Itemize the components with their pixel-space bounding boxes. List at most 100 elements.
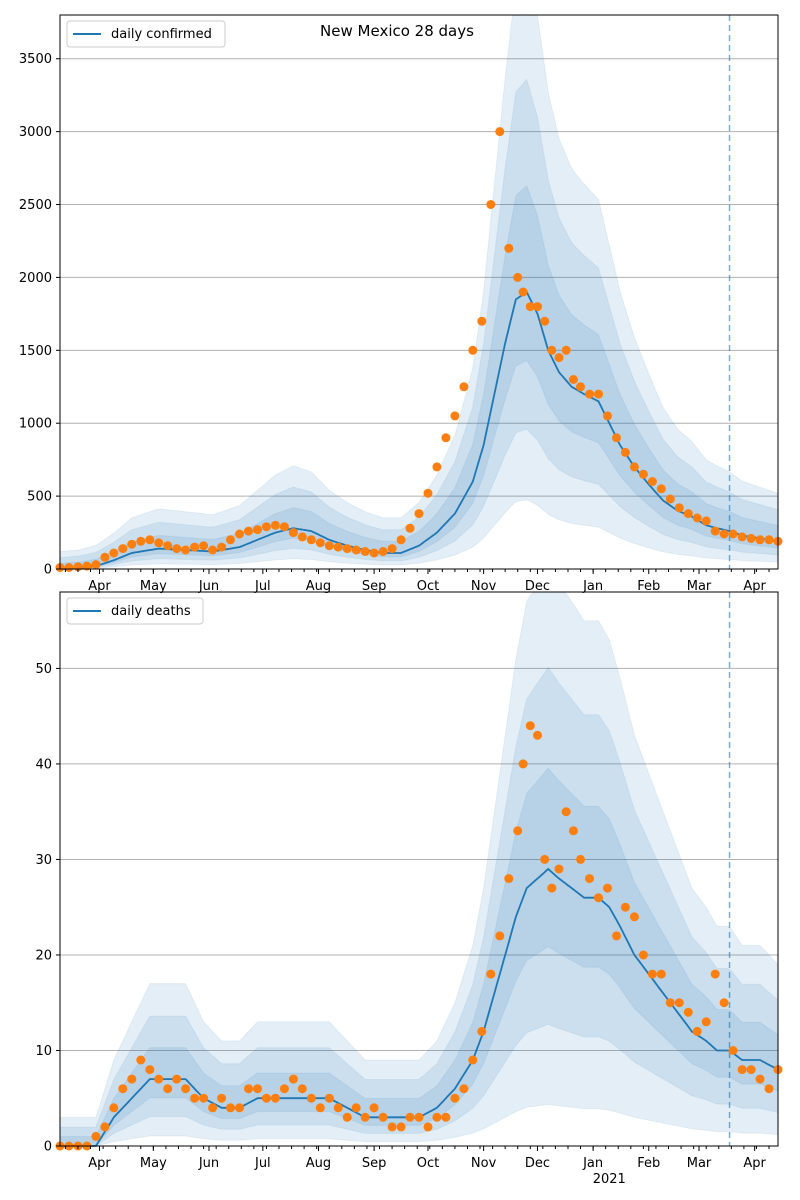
x-tick-label: Mar — [687, 579, 712, 594]
plot-frame — [59, 14, 779, 570]
observed-point — [360, 547, 370, 556]
observed-point — [728, 529, 738, 539]
observed-point — [459, 1084, 469, 1094]
observed-point — [518, 287, 528, 297]
observed-point — [638, 950, 648, 960]
observed-point — [261, 522, 271, 532]
observed-point — [136, 536, 146, 546]
observed-point — [594, 893, 603, 903]
observed-point — [181, 545, 191, 555]
observed-point — [127, 539, 137, 549]
observed-point — [755, 1074, 765, 1084]
observed-point — [360, 1112, 370, 1122]
observed-point — [468, 1055, 478, 1065]
observed-point — [665, 494, 675, 504]
observed-point — [423, 1122, 433, 1132]
observed-point — [620, 447, 630, 457]
x-tick-label: Apr — [743, 579, 766, 594]
observed-point — [288, 1074, 298, 1084]
x-tick-label: Dec — [525, 1156, 550, 1171]
observed-point — [568, 826, 578, 836]
observed-point — [333, 542, 343, 552]
x-tick-label: May — [140, 579, 167, 594]
y-tick-label: 3000 — [19, 125, 52, 140]
observed-point — [324, 541, 334, 551]
y-tick-label: 50 — [35, 662, 52, 677]
observed-point — [315, 538, 325, 548]
observed-point — [91, 1131, 101, 1141]
observed-point — [109, 1103, 119, 1113]
x-tick-label: Sep — [362, 579, 387, 594]
observed-point — [561, 807, 571, 817]
observed-point — [540, 854, 550, 864]
observed-point — [495, 127, 505, 137]
observed-point — [396, 535, 406, 545]
observed-point — [612, 433, 621, 443]
observed-point — [746, 533, 756, 543]
observed-point — [82, 561, 92, 571]
observed-point — [306, 1093, 316, 1103]
observed-point — [226, 535, 235, 545]
observed-point — [603, 883, 612, 893]
observed-point — [387, 1122, 397, 1132]
observed-point — [612, 931, 621, 941]
x-tick-label: Oct — [417, 1156, 439, 1171]
y-tick-label: 500 — [27, 490, 52, 505]
x-tick-label: Apr — [743, 1156, 766, 1171]
observed-point — [109, 548, 119, 558]
observed-point — [118, 544, 128, 554]
observed-point — [603, 411, 612, 421]
observed-point — [172, 1074, 182, 1084]
observed-point — [450, 411, 460, 421]
observed-point — [692, 513, 702, 523]
observed-point — [414, 509, 424, 519]
observed-point — [710, 969, 720, 979]
observed-point — [554, 353, 564, 363]
x-tick-label: Aug — [306, 1156, 331, 1171]
deaths-chart-panel: 0 10 20 30 40 50 Apr May Jun Jul Aug Sep Oct Nov Dec J… — [35, 591, 783, 1187]
observed-point — [405, 1112, 415, 1122]
y-tick-label: 30 — [35, 853, 52, 868]
y-tick-label: 40 — [35, 757, 52, 772]
observed-point — [710, 526, 720, 536]
confirmed-chart-panel: 0 500 1000 1500 2000 2500 3000 3500 Apr May Jun Ju… — [19, 14, 783, 594]
observed-point — [315, 1103, 325, 1113]
observed-point — [477, 1026, 487, 1036]
observed-point — [504, 874, 514, 884]
observed-point — [369, 1103, 379, 1113]
observed-point — [324, 1093, 334, 1103]
observed-point — [378, 547, 388, 556]
observed-point — [629, 462, 639, 472]
observed-point — [486, 200, 496, 209]
observed-point — [378, 1112, 388, 1122]
observed-point — [172, 544, 182, 554]
observed-point — [342, 1112, 352, 1122]
observed-point — [568, 375, 578, 384]
x-tick-label: Jan — [582, 1156, 603, 1171]
observed-point — [647, 477, 657, 486]
observed-point — [701, 1017, 711, 1027]
observed-point — [513, 272, 523, 282]
plot-frame — [59, 591, 779, 1147]
observed-point — [525, 721, 535, 731]
observed-point — [244, 1084, 253, 1094]
x-tick-label: May — [140, 1156, 167, 1171]
x-tick-label: Jul — [254, 579, 271, 594]
observed-point — [136, 1055, 146, 1065]
y-tick-label: 0 — [44, 563, 52, 578]
observed-point — [270, 520, 280, 530]
legend-label: daily confirmed — [111, 27, 212, 42]
observed-point — [585, 874, 594, 884]
observed-point — [665, 998, 675, 1008]
x-tick-label: Feb — [637, 579, 660, 594]
observed-point — [297, 532, 307, 542]
observed-point — [342, 544, 352, 554]
observed-point — [533, 730, 542, 740]
observed-point — [525, 302, 535, 312]
observed-point — [638, 469, 648, 479]
observed-point — [468, 345, 478, 355]
x-tick-label: Feb — [637, 1156, 660, 1171]
observed-point — [513, 826, 523, 836]
observed-point — [594, 389, 603, 399]
x-tick-label: Sep — [362, 1156, 387, 1171]
